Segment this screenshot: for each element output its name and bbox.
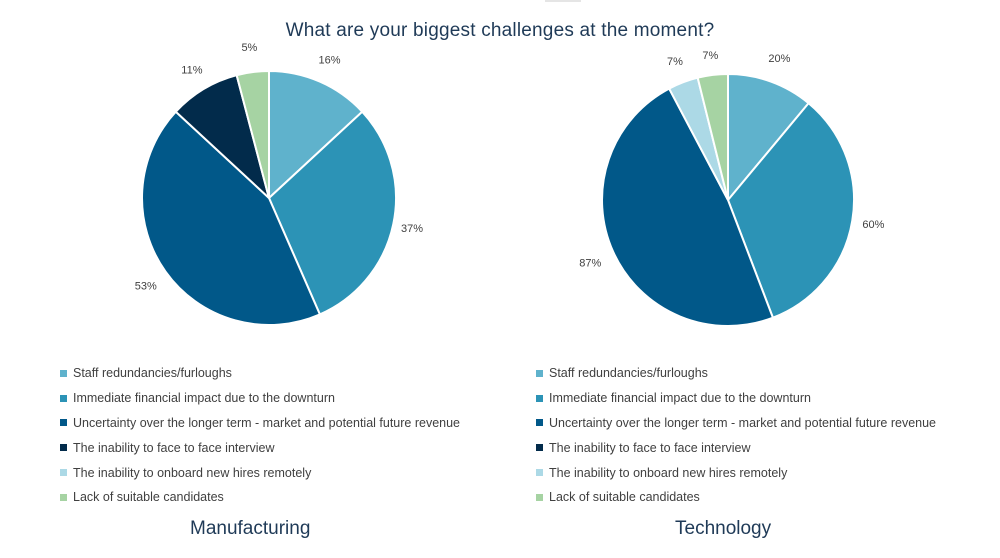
legend-item-technology-2: Uncertainty over the longer term - marke… xyxy=(536,411,976,436)
pie-slice-manufacturing-0 xyxy=(268,69,364,201)
legend-swatch xyxy=(536,369,543,377)
pie-slice-technology-0 xyxy=(727,72,811,203)
legend-item-manufacturing-5: Lack of suitable candidates xyxy=(60,485,500,510)
legend-swatch xyxy=(536,419,543,427)
legend-label: Staff redundancies/furloughs xyxy=(73,366,232,381)
legend-label: Immediate financial impact due to the do… xyxy=(73,391,335,406)
legend-item-technology-5: Lack of suitable candidates xyxy=(536,485,976,510)
page-title: What are your biggest challenges at the … xyxy=(285,20,715,41)
pie-slice-technology-1 xyxy=(726,101,855,320)
pie-slice-manufacturing-5 xyxy=(235,69,270,199)
legend-label: Uncertainty over the longer term - marke… xyxy=(73,415,461,430)
legend-swatch xyxy=(536,493,543,501)
legend-label: Lack of suitable candidates xyxy=(73,490,224,505)
legend-swatch xyxy=(60,444,67,452)
pie-slice-manufacturing-2 xyxy=(141,110,322,326)
data-label-technology-2: 87% xyxy=(579,257,601,269)
legend-technology: Staff redundancies/furloughs Immediate fi… xyxy=(536,361,976,510)
legend-label: Immediate financial impact due to the do… xyxy=(549,391,811,406)
data-label-manufacturing-1: 37% xyxy=(401,223,423,235)
legend-label: The inability to onboard new hires remot… xyxy=(73,465,312,480)
legend-item-technology-0: Staff redundancies/furloughs xyxy=(536,361,976,386)
data-label-manufacturing-2: 53% xyxy=(135,281,157,293)
legend-item-technology-4: The inability to onboard new hires remot… xyxy=(536,460,976,485)
data-label-manufacturing-3: 11% xyxy=(181,65,202,77)
group-label-manufacturing: Manufacturing xyxy=(190,518,311,539)
legend-swatch xyxy=(60,469,67,477)
top-edge-mark xyxy=(545,0,581,2)
legend-label: Staff redundancies/furloughs xyxy=(549,366,708,381)
legend-swatch xyxy=(60,493,67,501)
data-label-technology-0: 20% xyxy=(768,53,790,65)
legend-swatch xyxy=(536,469,543,477)
legend-swatch xyxy=(536,444,543,452)
legend-item-technology-1: Immediate financial impact due to the do… xyxy=(536,386,976,411)
legend-item-technology-3: The inability to face to face interview xyxy=(536,435,976,460)
legend-item-manufacturing-1: Immediate financial impact due to the do… xyxy=(60,386,500,411)
pie-slice-technology-5 xyxy=(696,72,729,201)
legend-swatch xyxy=(60,419,67,427)
legend-swatch xyxy=(60,369,67,377)
data-label-technology-5: 7% xyxy=(702,50,718,62)
data-label-technology-1: 60% xyxy=(862,219,884,231)
legend-label: The inability to onboard new hires remot… xyxy=(549,465,788,480)
data-label-technology-4: 7% xyxy=(667,56,683,68)
legend-label: Uncertainty over the longer term - marke… xyxy=(549,415,937,430)
legend-label: The inability to face to face interview xyxy=(73,440,275,455)
legend-item-manufacturing-0: Staff redundancies/furloughs xyxy=(60,361,500,386)
legend-swatch xyxy=(536,394,543,402)
group-label-technology: Technology xyxy=(675,518,772,539)
data-label-manufacturing-5: 5% xyxy=(241,42,257,54)
pie-slice-technology-2 xyxy=(601,87,775,327)
legend-swatch xyxy=(60,394,67,402)
legend-label: Lack of suitable candidates xyxy=(549,490,700,505)
legend-manufacturing: Staff redundancies/furloughs Immediate fi… xyxy=(60,361,500,510)
legend-item-manufacturing-4: The inability to onboard new hires remot… xyxy=(60,460,500,485)
data-label-manufacturing-0: 16% xyxy=(318,55,340,67)
legend-label: The inability to face to face interview xyxy=(549,440,751,455)
legend-item-manufacturing-2: Uncertainty over the longer term - marke… xyxy=(60,411,500,436)
legend-item-manufacturing-3: The inability to face to face interview xyxy=(60,435,500,460)
pie-slice-manufacturing-1 xyxy=(267,110,397,316)
